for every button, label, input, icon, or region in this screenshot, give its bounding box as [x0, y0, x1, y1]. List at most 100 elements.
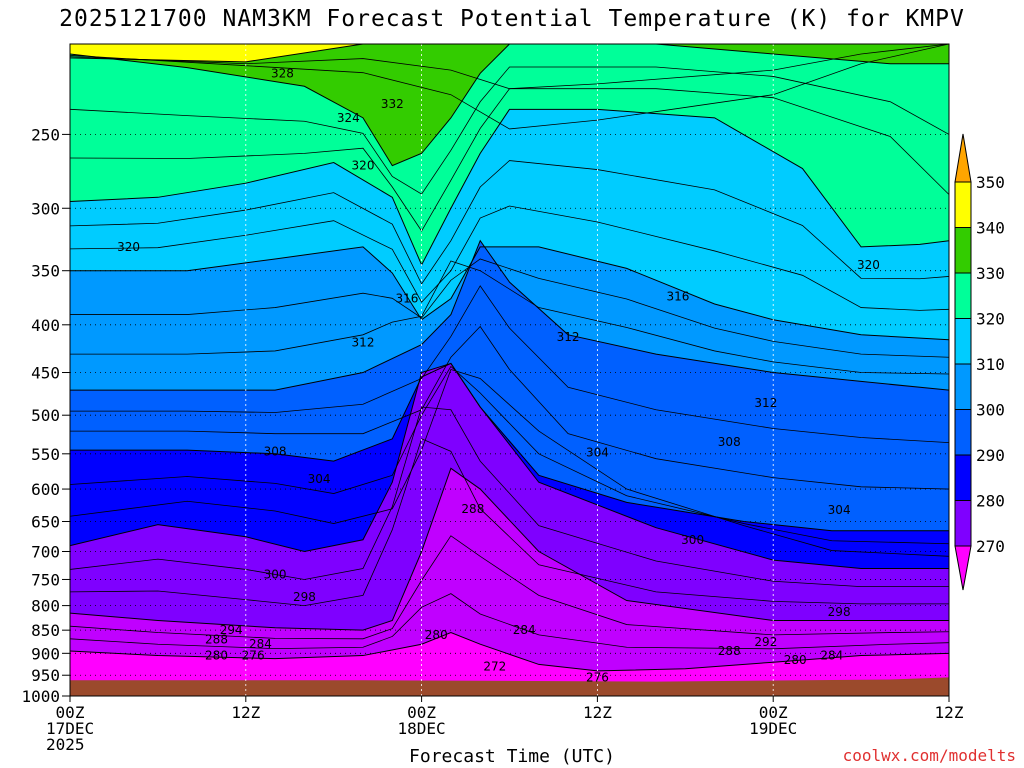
x-tick-label: 00Z [407, 703, 436, 722]
y-tick-label: 900 [31, 644, 60, 663]
y-tick-label: 400 [31, 316, 60, 335]
contour-label: 320 [352, 159, 375, 173]
contour-line-4-2 [70, 325, 949, 490]
contour-label: 288 [205, 633, 228, 647]
contour-line-6-2 [70, 438, 949, 607]
contour-label: 284 [513, 623, 536, 637]
x-tick-label: 00Z [759, 703, 788, 722]
y-tick-label: 600 [31, 480, 60, 499]
y-tick-label: 300 [31, 199, 60, 218]
colorbar-label: 270 [976, 537, 1005, 556]
contour-label: 332 [381, 97, 404, 111]
contour-label: 304 [308, 472, 331, 486]
colorbar: 350 340 330 320 310 300 290 280 270 [954, 133, 1005, 591]
contour-line-2-2 [70, 205, 949, 311]
contour-label: 288 [461, 502, 484, 516]
colorbar-segment [954, 363, 972, 410]
contour-label: 284 [820, 649, 843, 663]
contour-line-3 [70, 246, 949, 341]
colorbar-label: 280 [976, 492, 1005, 511]
colorbar-segment [954, 409, 972, 456]
contour-label: 298 [828, 605, 851, 619]
plot-area [70, 44, 949, 696]
contour-label: 324 [337, 111, 360, 125]
contour-line-4 [70, 239, 949, 391]
contour-label: 316 [667, 289, 690, 303]
contour-line-0 [70, 44, 949, 63]
x-tick-label: 2025 [46, 735, 85, 754]
contour-label: 298 [293, 590, 316, 604]
y-tick-label: 850 [31, 621, 60, 640]
contour-label: 292 [754, 635, 777, 649]
contour-label: 276 [586, 670, 609, 684]
colorbar-label: 350 [976, 173, 1005, 192]
contour-fill-layer-8 [70, 632, 949, 696]
contour-label: 300 [681, 533, 704, 547]
colorbar-segment [954, 227, 972, 274]
colorbar-segment [954, 454, 972, 501]
y-tick-label: 650 [31, 512, 60, 531]
y-tick-label: 700 [31, 543, 60, 562]
credit-text: coolwx.com/modelts [842, 746, 1016, 765]
x-tick-label: 12Z [935, 703, 964, 722]
colorbar-top-arrow [954, 133, 972, 183]
contour-label: 276 [242, 649, 265, 663]
colorbar-segment [954, 500, 972, 547]
x-axis-label: Forecast Time (UTC) [409, 746, 615, 767]
x-tick-label: 18DEC [398, 719, 446, 738]
contour-label: 316 [395, 292, 418, 306]
x-tick-label: 17DEC [46, 719, 94, 738]
contour-line-3-2 [70, 260, 949, 375]
colorbar-bottom-arrow [954, 545, 972, 591]
contour-label: 280 [425, 628, 448, 642]
contour-line-2 [70, 108, 949, 267]
colorbar-segment [954, 272, 972, 319]
contour-label: 272 [483, 660, 506, 674]
colorbar-label: 310 [976, 355, 1005, 374]
y-tick-label: 950 [31, 666, 60, 685]
y-tick-label: 350 [31, 262, 60, 281]
contour-line-1-1 [70, 66, 949, 195]
contour-line-2-1 [70, 160, 949, 285]
contour-label: 288 [718, 644, 741, 658]
plot-frame [69, 43, 950, 697]
y-tick-label: 500 [31, 406, 60, 425]
contour-line-5-1 [70, 365, 949, 545]
x-tick-label: 12Z [231, 703, 260, 722]
ground-terrain [70, 677, 949, 696]
contour-label: 294 [220, 623, 243, 637]
y-tick-label: 550 [31, 445, 60, 464]
x-tick-label: 00Z [56, 703, 85, 722]
contour-label: 308 [264, 445, 287, 459]
contour-line-1-2 [70, 88, 949, 232]
y-tick-label: 750 [31, 570, 60, 589]
colorbar-segment [954, 318, 972, 365]
contour-line-7-2 [70, 593, 949, 650]
contour-line-5-2 [70, 369, 949, 557]
contour-fill-layer-7 [70, 468, 949, 696]
contour-line-6 [70, 362, 949, 570]
contour-label: 280 [205, 649, 228, 663]
x-tick-label: 12Z [583, 703, 612, 722]
contour-labels: 328 332 324 320 320 316 312 312 316 320 312 308 304 3… [117, 66, 880, 684]
contour-label: 304 [828, 503, 851, 517]
contour-line-3-1 [70, 258, 949, 358]
contour-label: 280 [784, 653, 807, 667]
colorbar-label: 300 [976, 401, 1005, 420]
contour-line-8 [70, 631, 949, 672]
axes [69, 43, 950, 697]
colorbar-label: 320 [976, 310, 1005, 329]
contour-label: 284 [249, 637, 272, 651]
colorbar-label: 340 [976, 219, 1005, 238]
chart-title: 2025121700 NAM3KM Forecast Potential Tem… [59, 6, 965, 32]
colorbar-label: 330 [976, 264, 1005, 283]
y-tick-label: 450 [31, 364, 60, 383]
contour-label: 328 [271, 66, 294, 80]
contour-line-4-1 [70, 285, 949, 444]
y-axis-ticks: 250 300 350 400 450 500 550 600 650 700 750 800 850 9… [21, 125, 70, 706]
contour-label: 312 [352, 336, 375, 350]
contour-label: 312 [557, 330, 580, 344]
contour-label: 300 [264, 568, 287, 582]
